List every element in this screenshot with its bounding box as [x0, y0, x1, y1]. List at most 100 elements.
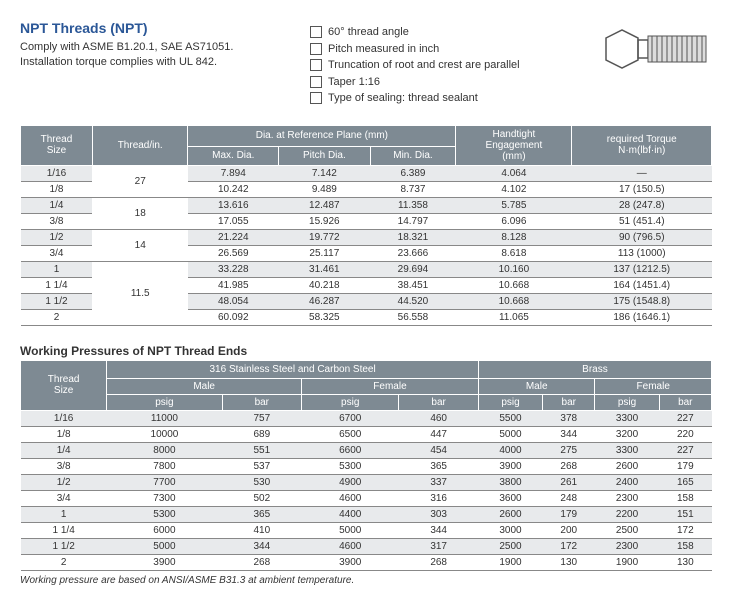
table-cell: 130 [543, 554, 595, 570]
table-cell: 10.668 [456, 293, 572, 309]
table-row: 1/27700530490033738002612400165 [21, 474, 712, 490]
table-cell: 1 1/4 [21, 277, 93, 293]
thread-fitting-icon [570, 20, 712, 72]
table-row: 23900268390026819001301900130 [21, 554, 712, 570]
table-cell: 6.389 [370, 165, 456, 181]
col-bar: bar [543, 394, 595, 410]
table-cell: 11000 [107, 410, 222, 426]
table-cell: 4400 [302, 506, 399, 522]
table-cell: 316 [399, 490, 479, 506]
table-cell: 757 [222, 410, 301, 426]
table-cell: 172 [659, 522, 711, 538]
table-cell: 10.242 [188, 181, 279, 197]
table-row: 1 1/46000410500034430002002500172 [21, 522, 712, 538]
table-cell: 337 [399, 474, 479, 490]
table-cell: 7800 [107, 458, 222, 474]
table-cell: 44.520 [370, 293, 456, 309]
table-cell: 18 [92, 197, 188, 229]
pressure-section-title: Working Pressures of NPT Thread Ends [20, 344, 712, 358]
spec-text: Type of sealing: thread sealant [328, 90, 478, 107]
dimensions-table: Thread Size Thread/in. Dia. at Reference… [20, 125, 712, 326]
col-psig: psig [478, 394, 542, 410]
table-cell: 21.224 [188, 229, 279, 245]
table-cell: 19.772 [279, 229, 371, 245]
col-psig: psig [595, 394, 659, 410]
table-cell: 7.142 [279, 165, 371, 181]
table-cell: 3600 [478, 490, 542, 506]
table-cell: 447 [399, 426, 479, 442]
table-cell: 248 [543, 490, 595, 506]
table-row: 1/1611000757670046055003783300227 [21, 410, 712, 426]
table-cell: 6.096 [456, 213, 572, 229]
table-cell: 7.894 [188, 165, 279, 181]
table-cell: 227 [659, 410, 711, 426]
table-row: 3/47300502460031636002482300158 [21, 490, 712, 506]
table-cell: 1/4 [21, 442, 107, 458]
table-cell: 3900 [302, 554, 399, 570]
table-row: 1/810000689650044750003443200220 [21, 426, 712, 442]
table-cell: 344 [399, 522, 479, 538]
table-cell: 179 [543, 506, 595, 522]
col-brass-female: Female [595, 378, 712, 394]
table-cell: 33.228 [188, 261, 279, 277]
table-cell: 1 1/2 [21, 293, 93, 309]
col-max-dia: Max. Dia. [188, 146, 279, 165]
table-cell: 179 [659, 458, 711, 474]
checkbox-icon [310, 59, 322, 71]
table-cell: 14 [92, 229, 188, 261]
table-row: 111.533.22831.46129.69410.160137 (1212.5… [21, 261, 712, 277]
table-cell: 1900 [595, 554, 659, 570]
col-brass: Brass [478, 360, 711, 378]
table-cell: 3000 [478, 522, 542, 538]
table-cell: 10000 [107, 426, 222, 442]
table-cell: 5500 [478, 410, 542, 426]
table-cell: 4.102 [456, 181, 572, 197]
table-cell: 11.5 [92, 261, 188, 325]
col-bar: bar [222, 394, 301, 410]
checkbox-icon [310, 92, 322, 104]
spec-item: Type of sealing: thread sealant [310, 90, 570, 107]
table-cell: 378 [543, 410, 595, 426]
table-cell: 365 [222, 506, 301, 522]
col-thread-in: Thread/in. [92, 125, 188, 165]
table-cell: 113 (1000) [572, 245, 712, 261]
table-cell: 2 [21, 554, 107, 570]
col-steel-male: Male [107, 378, 302, 394]
table-cell: 51 (451.4) [572, 213, 712, 229]
table-cell: 26.569 [188, 245, 279, 261]
table-cell: 46.287 [279, 293, 371, 309]
table-cell: 502 [222, 490, 301, 506]
table-cell: 11.358 [370, 197, 456, 213]
table-cell: 7300 [107, 490, 222, 506]
table-cell: 5300 [107, 506, 222, 522]
table-cell: 158 [659, 538, 711, 554]
col-torque: required Torque N·m(lbf·in) [572, 125, 712, 165]
table-cell: 3200 [595, 426, 659, 442]
table-cell: 6500 [302, 426, 399, 442]
table-cell: 31.461 [279, 261, 371, 277]
table-row: 1/41813.61612.48711.3585.78528 (247.8) [21, 197, 712, 213]
table-cell: — [572, 165, 712, 181]
spec-item: 60° thread angle [310, 24, 570, 41]
table-cell: 2400 [595, 474, 659, 490]
table-cell: 23.666 [370, 245, 456, 261]
spec-text: Truncation of root and crest are paralle… [328, 57, 520, 74]
spec-text: Pitch measured in inch [328, 41, 439, 58]
table-cell: 268 [399, 554, 479, 570]
table-cell: 58.325 [279, 309, 371, 325]
table-cell: 2500 [595, 522, 659, 538]
table-cell: 4600 [302, 490, 399, 506]
table-cell: 8000 [107, 442, 222, 458]
table-cell: 2600 [595, 458, 659, 474]
table-cell: 130 [659, 554, 711, 570]
table-cell: 3300 [595, 410, 659, 426]
table-cell: 25.117 [279, 245, 371, 261]
table-cell: 2500 [478, 538, 542, 554]
spec-text: Taper 1:16 [328, 74, 380, 91]
table-cell: 186 (1646.1) [572, 309, 712, 325]
col-bar: bar [399, 394, 479, 410]
table-cell: 1900 [478, 554, 542, 570]
col-dia-group: Dia. at Reference Plane (mm) [188, 125, 456, 146]
table-cell: 10.160 [456, 261, 572, 277]
table-cell: 38.451 [370, 277, 456, 293]
